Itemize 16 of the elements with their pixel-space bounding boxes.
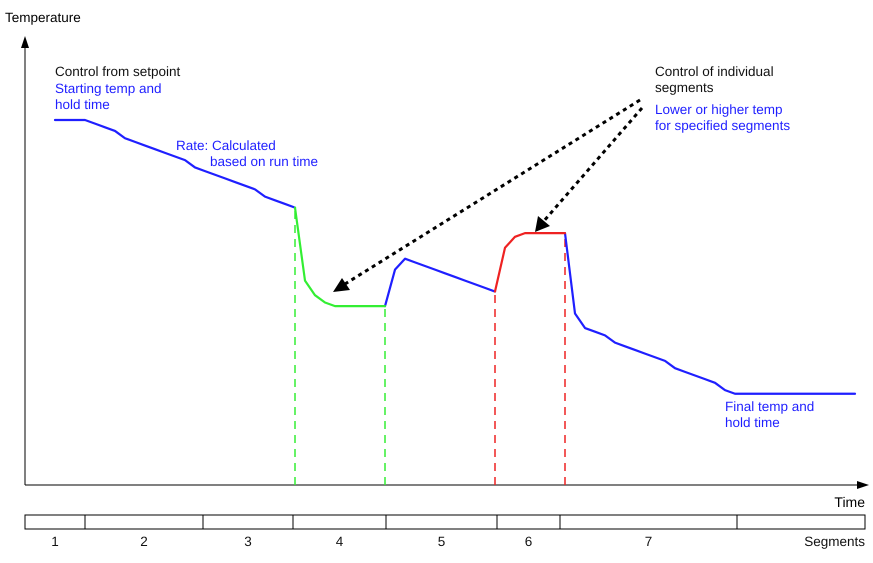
x-axis-title: Time xyxy=(834,494,866,510)
text: 7 xyxy=(644,534,652,549)
text: Temperature xyxy=(5,10,81,25)
text: 5 xyxy=(438,534,446,549)
text: 6 xyxy=(524,534,532,549)
annotation: Rate: Calculated based on run time xyxy=(176,138,318,169)
text: Control of individual segments xyxy=(655,64,774,95)
text: Starting temp and hold time xyxy=(55,81,162,112)
text: 2 xyxy=(140,534,148,549)
annotation: Final temp and hold time xyxy=(725,399,814,430)
text: Segments xyxy=(804,534,866,549)
annotation: Lower or higher temp for specified segments xyxy=(655,102,790,133)
text: 1 xyxy=(51,534,59,549)
text: Control from setpoint xyxy=(55,64,181,79)
text: 4 xyxy=(336,534,344,549)
text: 3 xyxy=(244,534,252,549)
